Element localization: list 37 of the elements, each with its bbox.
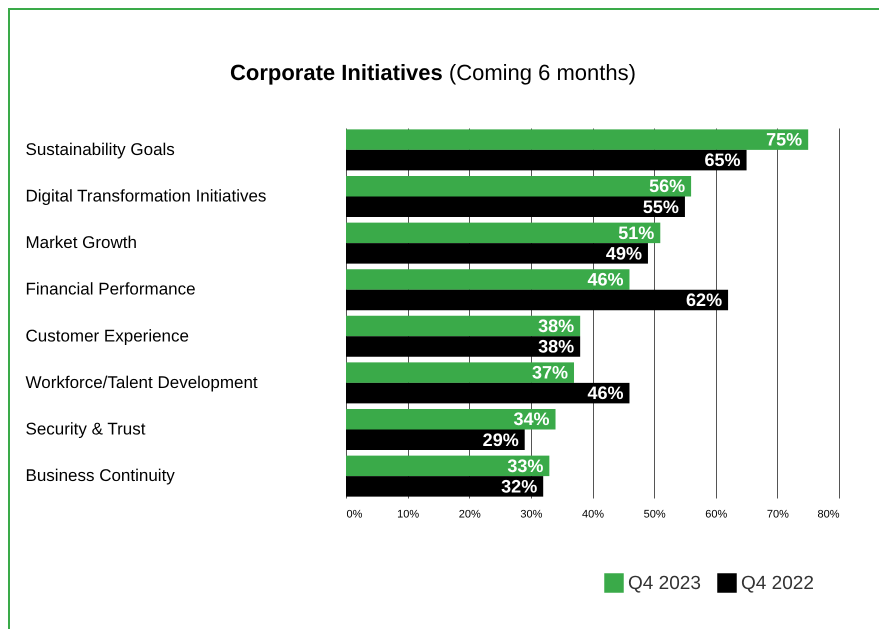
legend-label: Q4 2023	[628, 573, 701, 594]
x-tick-label: 10%	[397, 508, 420, 520]
y-tick-label: Financial Performance	[26, 280, 196, 299]
data-label: 37%	[532, 362, 568, 383]
legend-label: Q4 2022	[741, 573, 814, 594]
y-tick-label: Security & Trust	[26, 420, 146, 438]
data-label: 65%	[704, 150, 741, 170]
data-label: 33%	[507, 456, 544, 476]
data-label: 51%	[618, 222, 654, 243]
data-label: 38%	[538, 316, 574, 336]
data-label: 46%	[587, 383, 624, 404]
data-label: 49%	[606, 243, 642, 264]
data-label: 56%	[649, 176, 686, 196]
y-tick-label: Market Growth	[26, 233, 137, 252]
data-label: 75%	[766, 130, 802, 150]
chart-title: Corporate Initiatives	[230, 60, 443, 85]
x-tick-label: 0%	[346, 508, 363, 520]
data-label: 29%	[482, 430, 519, 450]
data-label: 38%	[538, 336, 574, 357]
y-tick-label: Customer Experience	[26, 326, 189, 346]
x-tick-label: 30%	[520, 508, 543, 520]
data-label: 46%	[587, 269, 624, 290]
x-tick-label: 20%	[458, 508, 481, 520]
data-label: 32%	[501, 476, 538, 496]
x-tick-label: 80%	[817, 508, 840, 520]
x-tick-label: 60%	[705, 508, 728, 520]
y-tick-label: Workforce/Talent Development	[26, 372, 258, 392]
x-tick-label: 40%	[582, 508, 604, 520]
x-tick-label: 50%	[644, 508, 666, 520]
chart-subtitle: (Coming 6 months)	[448, 60, 636, 85]
y-tick-label: Digital Transformation Initiatives	[26, 186, 266, 206]
data-label: 55%	[642, 196, 679, 217]
data-label: 34%	[513, 409, 550, 430]
y-tick-label: Sustainability Goals	[26, 140, 175, 159]
x-tick-label: 70%	[766, 508, 790, 520]
data-label: 62%	[686, 290, 722, 310]
y-tick-label: Business Continuity	[26, 466, 176, 486]
